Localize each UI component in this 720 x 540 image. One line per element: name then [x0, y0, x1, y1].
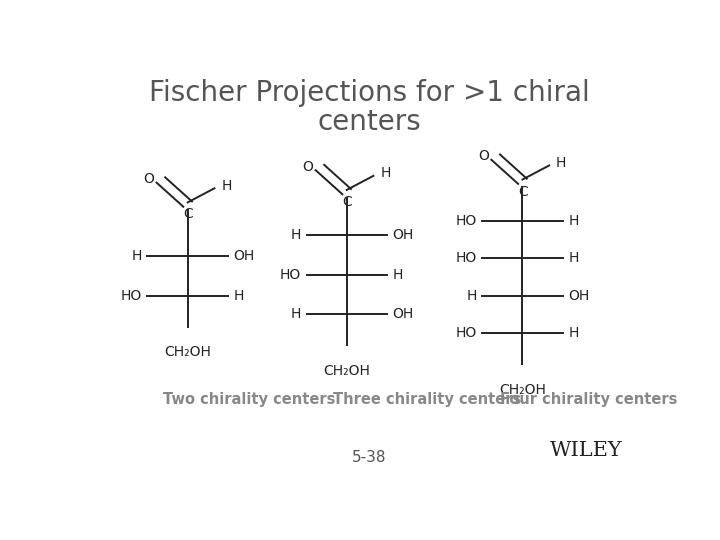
Text: C: C — [518, 185, 528, 199]
Text: CH₂OH: CH₂OH — [323, 364, 370, 378]
Text: Three chirality centers: Three chirality centers — [333, 392, 521, 407]
Text: Four chirality centers: Four chirality centers — [500, 392, 678, 407]
Text: H: H — [380, 166, 390, 180]
Text: O: O — [478, 149, 489, 163]
Text: HO: HO — [121, 288, 142, 302]
Text: H: H — [556, 156, 567, 170]
Text: H: H — [467, 288, 477, 302]
Text: centers: centers — [317, 109, 421, 137]
Text: OH: OH — [392, 307, 414, 321]
Text: O: O — [302, 160, 313, 174]
Text: CH₂OH: CH₂OH — [164, 346, 211, 360]
Text: OH: OH — [233, 249, 255, 263]
Text: H: H — [568, 326, 579, 340]
Text: H: H — [291, 228, 301, 242]
Text: H: H — [291, 307, 301, 321]
Text: O: O — [143, 172, 154, 186]
Text: Two chirality centers: Two chirality centers — [163, 392, 335, 407]
Text: C: C — [184, 207, 193, 221]
Text: H: H — [233, 288, 244, 302]
Text: OH: OH — [568, 288, 590, 302]
Text: H: H — [221, 179, 232, 193]
Text: CH₂OH: CH₂OH — [499, 383, 546, 397]
Text: H: H — [132, 249, 142, 263]
Text: HO: HO — [456, 214, 477, 228]
Text: Fischer Projections for >1 chiral: Fischer Projections for >1 chiral — [148, 79, 590, 107]
Text: WILEY: WILEY — [550, 441, 623, 460]
Text: HO: HO — [456, 251, 477, 265]
Text: HO: HO — [279, 268, 301, 282]
Text: HO: HO — [456, 326, 477, 340]
Text: H: H — [392, 268, 402, 282]
Text: 5-38: 5-38 — [352, 450, 386, 465]
Text: H: H — [568, 251, 579, 265]
Text: C: C — [343, 195, 352, 209]
Text: OH: OH — [392, 228, 414, 242]
Text: H: H — [568, 214, 579, 228]
